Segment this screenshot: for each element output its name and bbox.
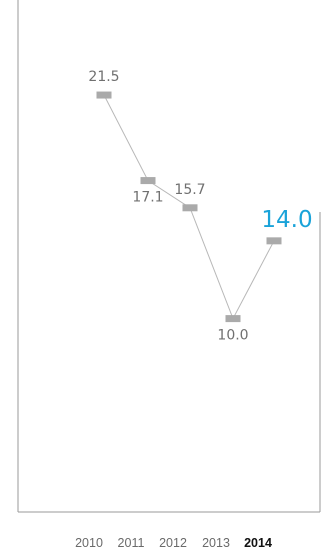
data-point-marker bbox=[96, 91, 112, 99]
data-point-marker bbox=[182, 204, 198, 212]
data-value-label: 10.0 bbox=[217, 328, 248, 344]
data-point-marker bbox=[140, 177, 156, 185]
x-tick-label: 2011 bbox=[118, 536, 145, 550]
series-group: 21.5 17.1 15.7 10.0 14.0 bbox=[88, 69, 312, 344]
data-value-label: 17.1 bbox=[132, 190, 163, 206]
x-tick-label: 2013 bbox=[202, 536, 230, 550]
x-tick-label: 2012 bbox=[159, 536, 187, 550]
x-axis-ticks: 2010 2011 2012 2013 2014 bbox=[75, 536, 272, 550]
highlight-value-label: 14.0 bbox=[261, 207, 312, 233]
x-tick-label: 2010 bbox=[75, 536, 103, 550]
data-point-marker bbox=[266, 237, 282, 245]
data-value-label: 21.5 bbox=[88, 69, 119, 85]
data-point-marker bbox=[225, 315, 241, 323]
x-tick-label: 2014 bbox=[244, 536, 272, 550]
data-value-label: 15.7 bbox=[174, 182, 205, 198]
